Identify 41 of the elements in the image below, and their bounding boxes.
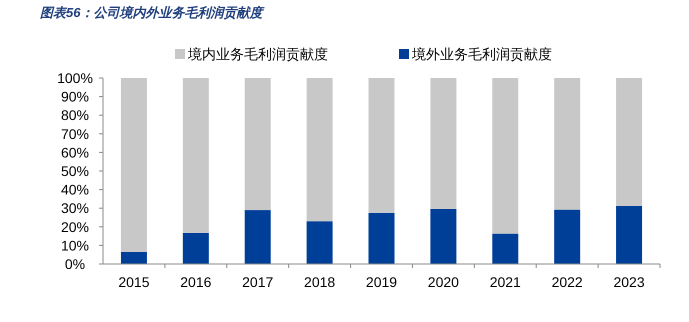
y-tick-label: 90%: [60, 88, 90, 105]
bar: [244, 210, 271, 264]
x-tick-label: 2022: [552, 274, 583, 290]
y-tick-label: 70%: [60, 126, 90, 142]
y-tick-label: 0%: [64, 256, 86, 272]
bar: [368, 78, 394, 213]
bar: [120, 78, 147, 252]
x-tick-label: 2023: [613, 274, 645, 290]
legend-label: 境内业务毛利润贡献度: [187, 46, 328, 62]
bar: [306, 78, 333, 222]
bar: [492, 78, 518, 234]
y-tick-label: 40%: [60, 182, 90, 198]
x-tick-label: 2018: [304, 274, 336, 290]
bar: [554, 78, 580, 210]
bar: [306, 221, 333, 264]
legend-label: 境外业务毛利润贡献度: [411, 46, 552, 62]
y-tick-label: 80%: [60, 107, 90, 124]
x-tick-label: 2019: [366, 274, 398, 290]
bar: [244, 78, 271, 210]
y-tick-label: 20%: [60, 218, 90, 235]
bar: [182, 232, 209, 264]
bar: [430, 78, 456, 209]
bar: [368, 212, 394, 264]
x-tick-label: 2016: [180, 274, 212, 290]
bar: [554, 210, 580, 264]
x-tick-label: 2020: [428, 274, 460, 290]
y-tick-label: 60%: [60, 144, 90, 160]
x-tick-label: 2021: [490, 274, 522, 290]
x-tick-label: 2015: [118, 274, 150, 290]
bar: [120, 252, 147, 264]
y-tick-label: 100%: [57, 70, 93, 86]
bar: [492, 234, 518, 264]
x-tick-label: 2017: [242, 274, 274, 290]
chart-title: 图表56：公司境内外业务毛利润贡献度: [40, 5, 266, 20]
y-tick-label: 50%: [60, 163, 90, 179]
bar: [430, 208, 456, 264]
bar: [616, 78, 642, 206]
y-tick-label: 10%: [60, 237, 90, 254]
bar: [616, 206, 642, 264]
y-tick-label: 30%: [60, 200, 90, 216]
bar: [182, 78, 209, 233]
